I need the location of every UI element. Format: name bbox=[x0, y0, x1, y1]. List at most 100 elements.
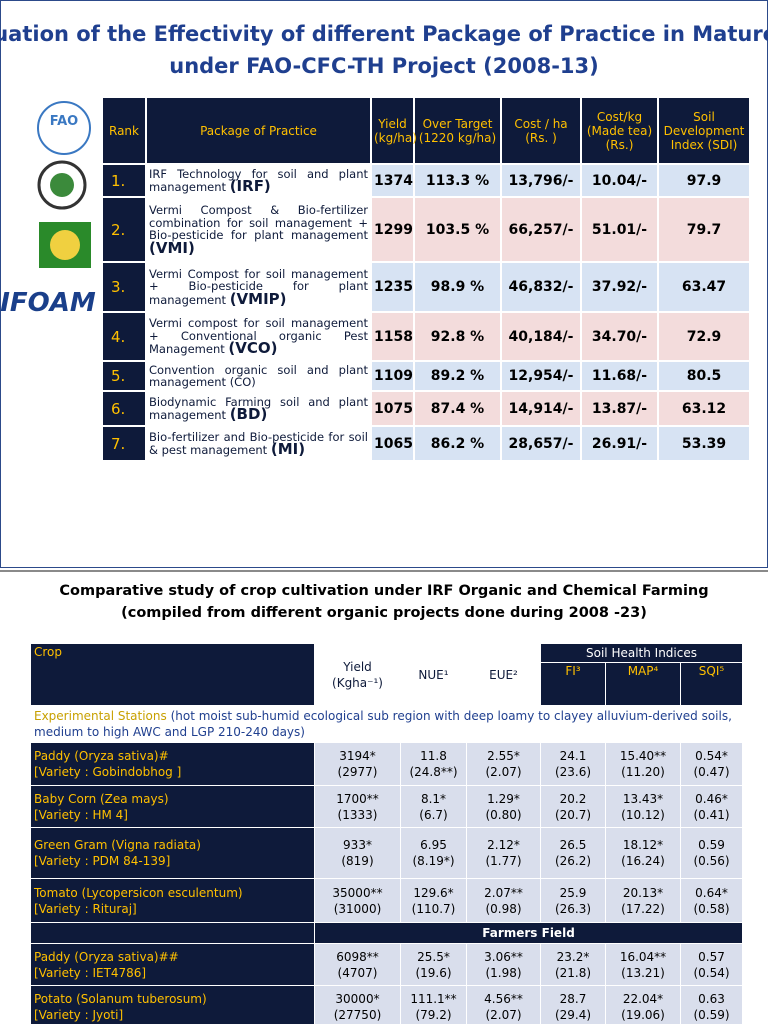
crop-variety: [Variety : Rituraj] bbox=[34, 901, 137, 916]
rank: 7. bbox=[101, 425, 147, 462]
organic-value: 20.13* bbox=[622, 885, 664, 900]
organic-value: 0.59 bbox=[698, 838, 725, 852]
chemical-value: (819) bbox=[341, 854, 374, 868]
chemical-value: (0.98) bbox=[485, 901, 522, 916]
chemical-value: (20.7) bbox=[554, 807, 592, 822]
chemical-value: (17.22) bbox=[621, 901, 665, 916]
over-target: 87.4 % bbox=[413, 390, 502, 427]
column-header: Soil Development Index (SDI) bbox=[657, 96, 751, 165]
cost-ha: 46,832/- bbox=[500, 261, 582, 313]
slide1-title: Evaluation of the Effectivity of differe… bbox=[0, 22, 768, 46]
practice-abbr: (IRF) bbox=[229, 177, 271, 195]
cost-ha: 66,257/- bbox=[500, 196, 582, 263]
cfc-logo-inner bbox=[50, 173, 74, 197]
organic-value: 1700** bbox=[336, 791, 379, 806]
crop-cell: Paddy (Oryza sativa)# [Variety : Gobindob… bbox=[30, 742, 315, 786]
value-cell: 26.5 (26.2) bbox=[540, 827, 606, 879]
section-row: Farmers Field bbox=[30, 922, 744, 944]
section-label: Experimental Stations bbox=[34, 709, 167, 723]
organic-value: 933* bbox=[343, 838, 372, 852]
crop-row: Green Gram (Vigna radiata) [Variety : PDM… bbox=[30, 827, 744, 879]
sdi: 63.47 bbox=[657, 261, 751, 313]
yield: 1075 bbox=[370, 390, 415, 427]
rank: 1. bbox=[101, 163, 147, 198]
cost-ha: 12,954/- bbox=[500, 360, 582, 392]
chemical-value: (6.7) bbox=[419, 807, 448, 822]
slide2-title: (compiled from different organic project… bbox=[121, 605, 647, 621]
cost-ha: 28,657/- bbox=[500, 425, 582, 462]
chemical-value: (4707) bbox=[337, 965, 378, 980]
rank: 4. bbox=[101, 311, 147, 362]
value-cell: 25.5* (19.6) bbox=[400, 943, 467, 986]
crop-row: Tomato (Lycopersicon esculentum) [Variety… bbox=[30, 878, 744, 923]
organic-value: 13.43* bbox=[622, 791, 664, 806]
value-cell: 129.6* (110.7) bbox=[400, 878, 467, 923]
cost-kg: 10.04/- bbox=[580, 163, 659, 198]
organic-value: 4.56** bbox=[484, 991, 523, 1006]
rank: 2. bbox=[101, 196, 147, 263]
over-target: 113.3 % bbox=[413, 163, 502, 198]
value-cell: 2.07** (0.98) bbox=[466, 878, 541, 923]
practice-cell: Vermi Compost for soil management + Bio-… bbox=[145, 261, 372, 313]
over-target: 103.5 % bbox=[413, 196, 502, 263]
practice-cell: Vermi compost for soil management + Conv… bbox=[145, 311, 372, 362]
chemical-value: (21.8) bbox=[554, 965, 592, 980]
practice: Biodynamic Farming soil and plant manage… bbox=[149, 394, 368, 422]
section-detail: (hot moist sub-humid ecological sub regi… bbox=[34, 709, 732, 739]
value-cell: 20.2 (20.7) bbox=[540, 785, 606, 828]
organic-value: 0.46* bbox=[695, 791, 728, 806]
crop-table: Crop Yield (Kgha⁻¹) NUE¹ EUE² Soil Health In… bbox=[29, 643, 744, 1024]
rank: 5. bbox=[101, 360, 147, 392]
section-row: Experimental Stations (hot moist sub-hum… bbox=[29, 705, 744, 743]
over-target: 86.2 % bbox=[413, 425, 502, 462]
organic-value: 35000** bbox=[332, 885, 383, 900]
chemical-value: (0.80) bbox=[485, 807, 522, 822]
sdi: 53.39 bbox=[657, 425, 751, 462]
organic-value: 20.2 bbox=[559, 791, 587, 806]
practice: Vermi Compost & Bio-fertilizer combinati… bbox=[149, 203, 368, 242]
sdi: 72.9 bbox=[657, 311, 751, 362]
chemical-value: (0.58) bbox=[693, 901, 730, 916]
practice-table: Rank Package of Practice Yield (kg/ha) Over… bbox=[101, 96, 751, 462]
chemical-value: (1.77) bbox=[485, 854, 522, 868]
chemical-value: (23.6) bbox=[554, 765, 592, 779]
organic-value: 3.06** bbox=[484, 949, 523, 964]
value-cell: 16.04** (13.21) bbox=[605, 943, 681, 986]
over-target: 98.9 % bbox=[413, 261, 502, 313]
value-cell: 1700** (1333) bbox=[314, 785, 401, 828]
logos: FAO IFOAM bbox=[0, 101, 96, 318]
sdi: 79.7 bbox=[657, 196, 751, 263]
practice-cell: Vermi Compost & Bio-fertilizer combinati… bbox=[145, 196, 372, 263]
cost-kg: 37.92/- bbox=[580, 261, 659, 313]
practice-cell: Biodynamic Farming soil and plant manage… bbox=[145, 390, 372, 427]
value-cell: 6.95 (8.19*) bbox=[400, 827, 467, 879]
chemical-value: (79.2) bbox=[415, 1007, 452, 1022]
column-header: Over Target (1220 kg/ha) bbox=[413, 96, 502, 165]
value-cell: 30000* (27750) bbox=[314, 985, 401, 1024]
crop-row: Potato (Solanum tuberosum) [Variety : Jyo… bbox=[30, 985, 744, 1024]
crop-name: Baby Corn (Zea mays) bbox=[34, 791, 169, 806]
nue-header: NUE¹ bbox=[400, 643, 467, 706]
organic-value: 0.57 bbox=[698, 949, 725, 964]
ifoam-text: IFOAM bbox=[0, 288, 96, 318]
crop-name: Paddy (Oryza sativa)# bbox=[34, 749, 169, 763]
practice-row: 6. Biodynamic Farming soil and plant mana… bbox=[101, 390, 751, 427]
organic-value: 0.64* bbox=[695, 885, 728, 900]
fao-logo bbox=[37, 101, 91, 155]
chemical-value: (2.07) bbox=[485, 1007, 522, 1022]
chemical-value: (0.59) bbox=[693, 1007, 730, 1022]
chemical-value: (29.4) bbox=[554, 1007, 592, 1022]
organic-value: 23.2* bbox=[556, 949, 590, 964]
practice-abbr: (VMIP) bbox=[229, 289, 287, 308]
organic-value: 2.07** bbox=[484, 885, 523, 900]
organic-value: 18.12* bbox=[622, 838, 664, 852]
organic-value: 8.1* bbox=[420, 791, 447, 806]
value-cell: 0.46* (0.41) bbox=[679, 785, 744, 828]
chemical-value: (1333) bbox=[337, 807, 378, 822]
practice: Vermi Compost for soil management + Bio-… bbox=[149, 266, 368, 307]
practice: Convention organic soil and plant manage… bbox=[149, 362, 368, 389]
value-cell: 22.04* (19.06) bbox=[605, 985, 681, 1024]
crop-name: Paddy (Oryza sativa)## bbox=[34, 949, 179, 964]
practice: Bio-fertilizer and Bio-pesticide for soi… bbox=[149, 429, 368, 457]
